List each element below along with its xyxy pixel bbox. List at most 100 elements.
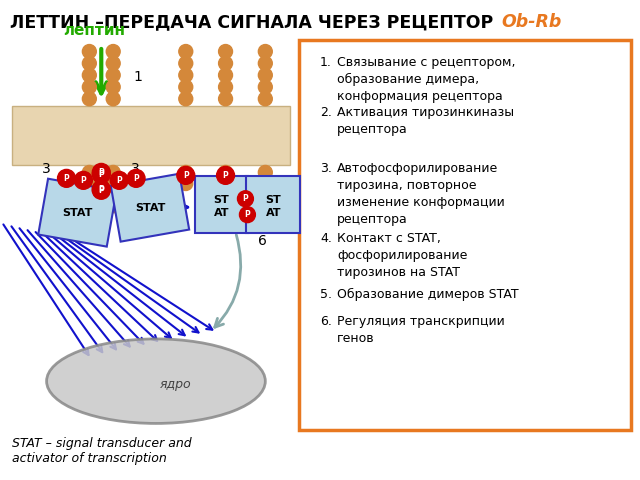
- Text: 3: 3: [42, 162, 51, 176]
- Circle shape: [83, 80, 96, 94]
- Circle shape: [106, 199, 120, 213]
- Text: STAT: STAT: [135, 203, 165, 213]
- Text: 1.: 1.: [320, 56, 332, 69]
- Circle shape: [106, 92, 120, 106]
- Text: 2: 2: [90, 169, 98, 183]
- Text: Связывание с рецептором,
образование димера,
конформация рецептора: Связывание с рецептором, образование дим…: [337, 56, 515, 103]
- Circle shape: [219, 56, 232, 70]
- Ellipse shape: [47, 339, 266, 423]
- Circle shape: [92, 166, 110, 183]
- Circle shape: [179, 68, 193, 82]
- Text: 4: 4: [96, 189, 105, 203]
- Text: лептин: лептин: [63, 23, 125, 38]
- Circle shape: [106, 45, 120, 59]
- Circle shape: [83, 45, 96, 59]
- Circle shape: [219, 177, 232, 191]
- FancyBboxPatch shape: [111, 174, 189, 241]
- Circle shape: [58, 169, 76, 187]
- Circle shape: [219, 45, 232, 59]
- Text: AT: AT: [214, 208, 229, 217]
- Text: 5: 5: [176, 195, 186, 209]
- Text: 2.: 2.: [320, 106, 332, 119]
- Text: P: P: [133, 174, 139, 183]
- Circle shape: [179, 45, 193, 59]
- Text: P: P: [99, 170, 104, 179]
- Text: Активация тирозинкиназы
рецептора: Активация тирозинкиназы рецептора: [337, 106, 514, 136]
- Circle shape: [259, 68, 272, 82]
- Text: 3.: 3.: [320, 162, 332, 176]
- Text: P: P: [244, 210, 250, 219]
- Circle shape: [216, 167, 234, 184]
- Circle shape: [92, 181, 110, 199]
- Text: P: P: [99, 168, 104, 177]
- Text: Регуляция транскрипции
генов: Регуляция транскрипции генов: [337, 314, 505, 345]
- Circle shape: [83, 92, 96, 106]
- Text: STAT – signal transducer and
activator of transcription: STAT – signal transducer and activator o…: [12, 437, 191, 465]
- Circle shape: [106, 177, 120, 191]
- Circle shape: [179, 177, 193, 191]
- Circle shape: [179, 56, 193, 70]
- Circle shape: [239, 207, 255, 223]
- Circle shape: [219, 166, 232, 180]
- Circle shape: [106, 80, 120, 94]
- Circle shape: [219, 80, 232, 94]
- Circle shape: [179, 166, 193, 180]
- Text: P: P: [183, 171, 189, 180]
- Text: P: P: [63, 174, 69, 183]
- Text: Автофосфорилирование
тирозина, повторное
изменение конформации
рецептора: Автофосфорилирование тирозина, повторное…: [337, 162, 505, 227]
- Text: Ob-Rb: Ob-Rb: [501, 13, 561, 31]
- Circle shape: [92, 180, 110, 198]
- Text: Контакт с STAT,
фосфорилирование
тирозинов на STAT: Контакт с STAT, фосфорилирование тирозин…: [337, 232, 467, 279]
- Circle shape: [219, 68, 232, 82]
- Text: 3: 3: [131, 162, 140, 176]
- Text: 1: 1: [133, 70, 142, 84]
- Circle shape: [179, 92, 193, 106]
- Bar: [12, 106, 290, 166]
- Circle shape: [106, 68, 120, 82]
- Text: ядро: ядро: [160, 378, 191, 391]
- Text: P: P: [99, 186, 104, 195]
- FancyBboxPatch shape: [246, 176, 300, 233]
- Circle shape: [177, 167, 195, 184]
- Circle shape: [83, 68, 96, 82]
- Text: ST: ST: [214, 195, 230, 205]
- Text: P: P: [81, 176, 86, 185]
- Circle shape: [259, 80, 272, 94]
- Text: ЛЕТТИН –ПЕРЕДАЧА СИГНАЛА ЧЕРЕЗ РЕЦЕПТОР: ЛЕТТИН –ПЕРЕДАЧА СИГНАЛА ЧЕРЕЗ РЕЦЕПТОР: [10, 13, 493, 31]
- Text: P: P: [223, 171, 228, 180]
- FancyBboxPatch shape: [38, 179, 116, 247]
- Text: 5.: 5.: [320, 288, 332, 301]
- Circle shape: [74, 171, 92, 189]
- Text: P: P: [116, 176, 122, 185]
- Circle shape: [259, 177, 272, 191]
- Circle shape: [110, 171, 128, 189]
- Circle shape: [106, 166, 120, 180]
- Circle shape: [83, 177, 96, 191]
- Circle shape: [127, 169, 145, 187]
- FancyBboxPatch shape: [195, 176, 248, 233]
- Text: 6: 6: [259, 234, 268, 248]
- Circle shape: [179, 80, 193, 94]
- Circle shape: [259, 166, 272, 180]
- FancyBboxPatch shape: [299, 40, 631, 430]
- Text: ST: ST: [266, 195, 281, 205]
- Circle shape: [259, 45, 272, 59]
- Circle shape: [219, 92, 232, 106]
- Circle shape: [106, 188, 120, 202]
- Circle shape: [83, 56, 96, 70]
- Circle shape: [259, 56, 272, 70]
- Circle shape: [92, 164, 110, 181]
- Circle shape: [83, 188, 96, 202]
- Text: P: P: [243, 194, 248, 203]
- Circle shape: [237, 191, 253, 207]
- Text: P: P: [99, 185, 104, 194]
- Circle shape: [83, 166, 96, 180]
- Text: AT: AT: [266, 208, 281, 217]
- Text: Образование димеров STAT: Образование димеров STAT: [337, 288, 518, 301]
- Text: 6.: 6.: [320, 314, 332, 327]
- Text: STAT: STAT: [62, 208, 93, 217]
- Circle shape: [106, 56, 120, 70]
- Circle shape: [83, 199, 96, 213]
- Circle shape: [259, 92, 272, 106]
- Text: 4.: 4.: [320, 232, 332, 245]
